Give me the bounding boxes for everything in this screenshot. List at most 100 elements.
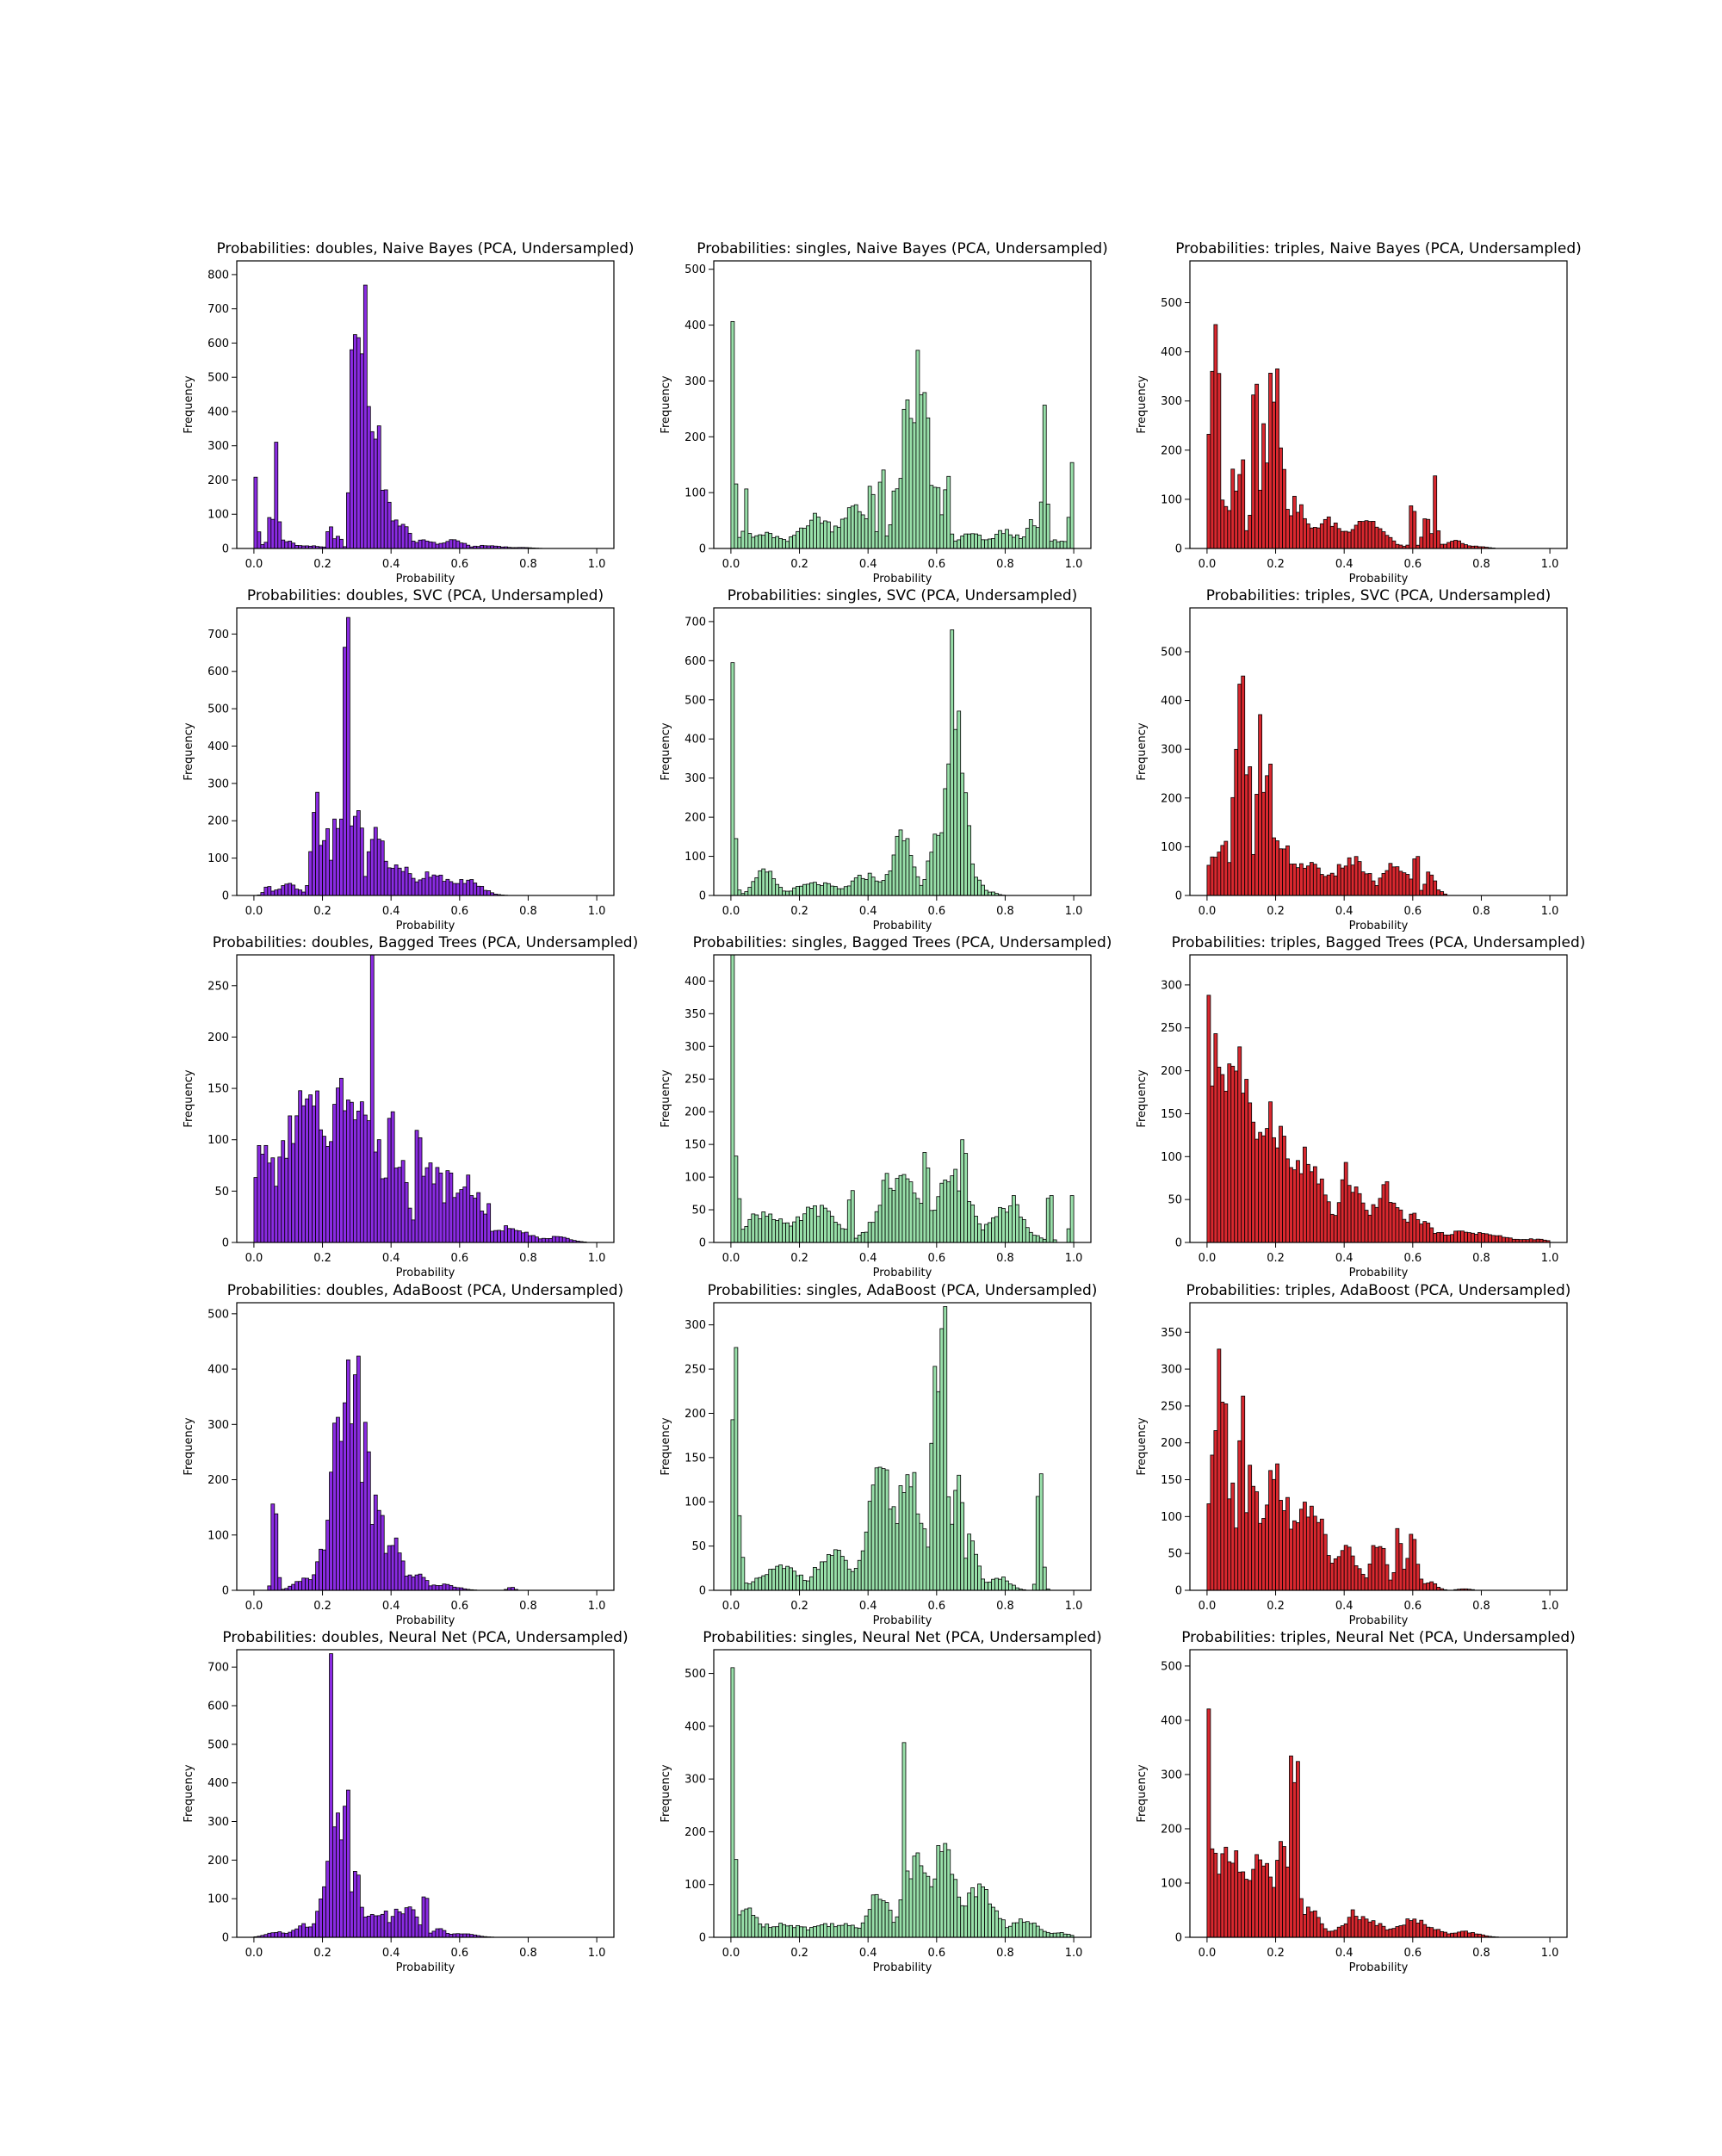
x-tick-label: 0.8 — [1472, 1947, 1490, 1960]
histogram-bar — [1399, 1544, 1403, 1590]
histogram-bar — [1276, 1861, 1279, 1937]
histogram-bar — [827, 883, 830, 895]
histogram-bar — [840, 1229, 844, 1242]
histogram-bar — [807, 1930, 810, 1937]
histogram-bar — [741, 1911, 745, 1937]
histogram-bar — [1299, 1509, 1303, 1590]
histogram-bar — [906, 1179, 909, 1242]
histogram-bar — [339, 1078, 343, 1242]
histogram-bar — [951, 1524, 954, 1590]
histogram-bar — [408, 533, 412, 548]
histogram-bar — [992, 1579, 995, 1590]
y-tick-label: 300 — [684, 1774, 706, 1787]
y-tick-label: 300 — [1161, 744, 1182, 757]
histogram-bar — [1228, 511, 1231, 548]
histogram-bar — [401, 1914, 405, 1937]
x-tick-label: 0.6 — [1403, 1252, 1422, 1265]
histogram-bar — [889, 1188, 892, 1242]
histogram-bar — [1361, 872, 1365, 895]
histogram-bar — [995, 534, 999, 548]
histogram-bar — [1316, 1917, 1320, 1937]
histogram-bar — [278, 1932, 282, 1937]
histogram-bar — [920, 1203, 923, 1242]
histogram-bar — [1409, 879, 1413, 895]
histogram-bar — [384, 1553, 387, 1590]
histogram-bar — [275, 1514, 278, 1590]
histogram-bar — [449, 1585, 453, 1590]
histogram-bar — [1399, 1210, 1403, 1242]
histogram-bar — [491, 1231, 494, 1242]
histogram-bar — [1012, 537, 1015, 548]
y-tick-label: 600 — [684, 655, 706, 668]
histogram-bar — [748, 1908, 752, 1937]
histogram-bar — [1416, 1219, 1420, 1242]
y-tick-label: 200 — [1161, 792, 1182, 805]
histogram-bar — [1316, 868, 1320, 895]
histogram-bar — [313, 1106, 316, 1242]
histogram-bar — [738, 1515, 741, 1590]
histogram-bar — [1382, 1926, 1385, 1937]
histogram-bar — [1070, 1196, 1074, 1242]
histogram-bar — [1015, 535, 1019, 548]
histogram-bar — [954, 541, 957, 548]
histogram-bar — [995, 1217, 999, 1242]
histogram-bar — [1008, 1584, 1012, 1590]
histogram-bar — [738, 537, 741, 548]
histogram-bar — [1255, 1139, 1259, 1242]
histogram-bar — [1252, 1486, 1255, 1590]
histogram-bar — [1221, 1854, 1224, 1937]
y-tick-label: 0 — [222, 890, 229, 903]
histogram-bar — [745, 892, 748, 895]
histogram-bar — [1005, 1212, 1008, 1242]
histogram-bar — [1385, 1930, 1389, 1937]
histogram-bar — [1242, 1093, 1245, 1242]
y-tick-label: 100 — [1161, 1877, 1182, 1890]
histogram-bar — [871, 877, 875, 895]
y-tick-label: 200 — [208, 815, 229, 828]
histogram-bar — [1039, 502, 1043, 548]
x-tick-label: 1.0 — [588, 1600, 606, 1613]
histogram-bar — [1310, 1911, 1313, 1937]
y-tick-label: 150 — [1161, 1108, 1182, 1121]
y-tick-label: 500 — [1161, 646, 1182, 659]
histogram-bar — [1001, 534, 1005, 548]
x-axis-label: Probability — [873, 1267, 932, 1279]
histogram-bar — [1434, 881, 1437, 895]
histogram-bar — [405, 1908, 408, 1937]
histogram-bar — [295, 1929, 299, 1937]
y-axis-label: Frequency — [660, 1417, 672, 1475]
y-tick-label: 0 — [222, 1237, 229, 1250]
histogram-bar — [1224, 1403, 1228, 1590]
histogram-bar — [892, 1507, 895, 1590]
histogram-bar — [830, 1556, 833, 1590]
histogram-bar — [776, 1220, 779, 1242]
histogram-bar — [734, 484, 738, 548]
histogram-bar — [271, 1158, 275, 1242]
x-tick-label: 1.0 — [1065, 1600, 1083, 1613]
x-tick-label: 0.6 — [927, 1252, 945, 1265]
histogram-bar — [913, 867, 916, 895]
histogram-bar — [330, 1142, 333, 1242]
histogram-bar — [501, 1231, 505, 1242]
histogram-bar — [1306, 866, 1310, 895]
histogram-bar — [398, 1553, 401, 1590]
histogram-bar — [731, 1420, 734, 1590]
x-tick-label: 0.4 — [382, 1252, 400, 1265]
x-tick-label: 0.6 — [1403, 1600, 1422, 1613]
histogram-bar — [816, 1570, 820, 1590]
histogram-bar — [871, 494, 875, 548]
histogram-bar — [477, 1193, 480, 1242]
histogram-bar — [415, 1131, 418, 1242]
histogram-bar — [1070, 462, 1074, 548]
x-tick-label: 0.6 — [927, 558, 945, 571]
histogram-bar — [892, 855, 895, 895]
histogram-bar — [350, 1102, 353, 1242]
histogram-bar — [1259, 715, 1262, 895]
histogram-bar — [854, 1238, 858, 1242]
histogram-bar — [460, 1190, 463, 1242]
histogram-bar — [830, 1924, 833, 1937]
histogram-bar — [1221, 846, 1224, 895]
histogram-bar — [1508, 1238, 1512, 1242]
histogram-bar — [1368, 1564, 1372, 1590]
histogram-bar — [1368, 522, 1372, 548]
